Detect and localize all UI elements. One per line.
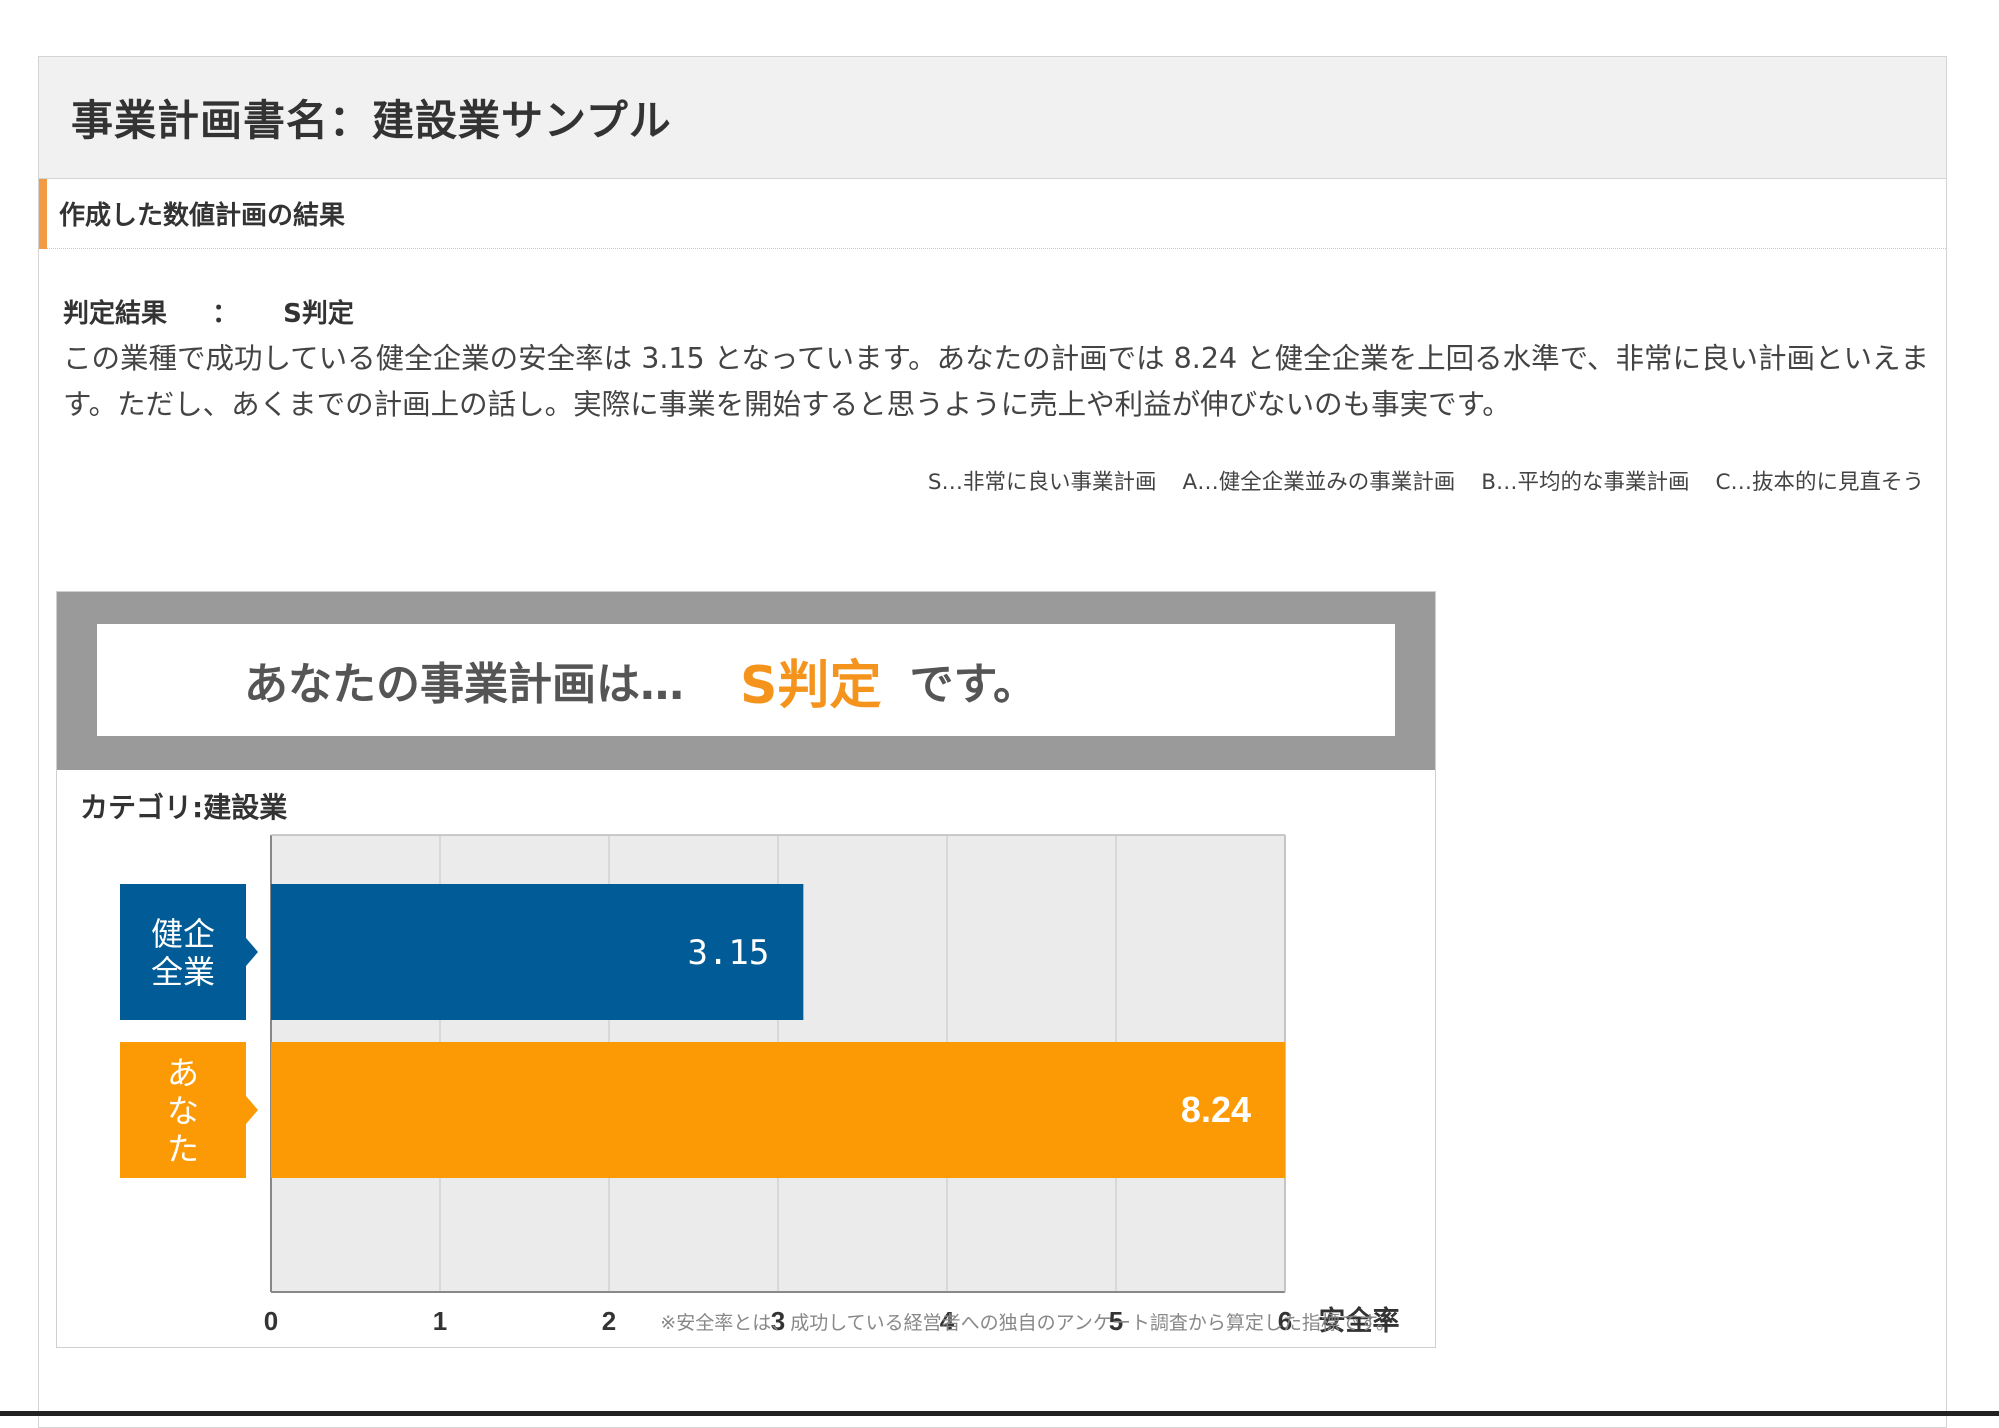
category-tag-label: 健企 [151,915,215,953]
result-card: あなたの事業計画は… S判定 です。 カテゴリ:建設業 3.15 健企 全業 8.24… [56,591,1436,1348]
judge-rank: S判定 [283,299,354,329]
x-tick-label: 6 [1278,1306,1292,1336]
category-tag-label: 全業 [151,953,215,991]
legend-item-b: B…平均的な事業計画 [1481,470,1690,495]
x-tick-label: 3 [771,1306,785,1336]
section-title: 作成した数値計画の結果 [59,201,346,231]
card-banner: あなたの事業計画は… S判定 です。 [97,624,1395,736]
legend-item-s: S…非常に良い事業計画 [927,470,1157,495]
legend-item-c: C…抜本的に見直そう [1715,470,1924,495]
category-tag [120,1042,246,1178]
panel-header: 事業計画書名：建設業サンプル [39,57,1946,179]
section-header: 作成した数値計画の結果 [39,179,1946,249]
x-tick-label: 1 [433,1306,447,1336]
judge-label: 判定結果 [63,299,168,329]
category-tag-label: な [167,1092,199,1130]
chart-category-label: カテゴリ:建設業 [80,791,288,824]
result-block: 判定結果 ： S判定 この業種で成功している健全企業の安全率は 3.15 となっ… [39,249,1946,428]
banner-rank-text: S判定 [740,655,882,716]
bar-you [271,1042,1285,1178]
result-panel: 事業計画書名：建設業サンプル 作成した数値計画の結果 判定結果 ： S判定 この… [38,56,1947,1428]
category-tag-label: あ [167,1054,199,1092]
card-banner-frame: あなたの事業計画は… S判定 です。 [57,592,1435,770]
judge-result-line: 判定結果 ： S判定 [63,293,1946,330]
category-tag-label: た [167,1130,199,1168]
x-axis-label: 安全率 [1319,1305,1400,1337]
bar-value-label: 8.24 [1181,1089,1251,1130]
bar-value-label: 3.15 [687,933,769,973]
rank-legend: S…非常に良い事業計画 A…健全企業並みの事業計画 B…平均的な事業計画 C…抜… [928,465,1924,496]
result-description: この業種で成功している健全企業の安全率は 3.15 となっています。あなたの計画… [63,342,1930,421]
category-tag-pointer [246,938,258,966]
judge-colon: ： [212,299,239,329]
x-tick-label: 2 [602,1306,616,1336]
x-tick-label: 0 [264,1306,278,1336]
plan-title: 事業計画書名：建設業サンプル [71,96,672,145]
category-tag-pointer [246,1096,258,1124]
category-tag [120,884,246,1020]
chart-footnote: ※安全率とは、成功している経営者への独自のアンケート調査から算定した指標です。 [660,1312,1395,1334]
legend-item-a: A…健全企業並みの事業計画 [1182,470,1456,495]
bar-healthy-companies [271,884,804,1020]
page-bottom-border [0,1411,1999,1416]
x-tick-label: 5 [1109,1306,1123,1336]
section-accent-bar [39,179,47,249]
x-tick-label: 4 [940,1306,955,1336]
banner-lead-text: あなたの事業計画は… [244,659,684,710]
banner-tail-text: です。 [909,659,1038,710]
